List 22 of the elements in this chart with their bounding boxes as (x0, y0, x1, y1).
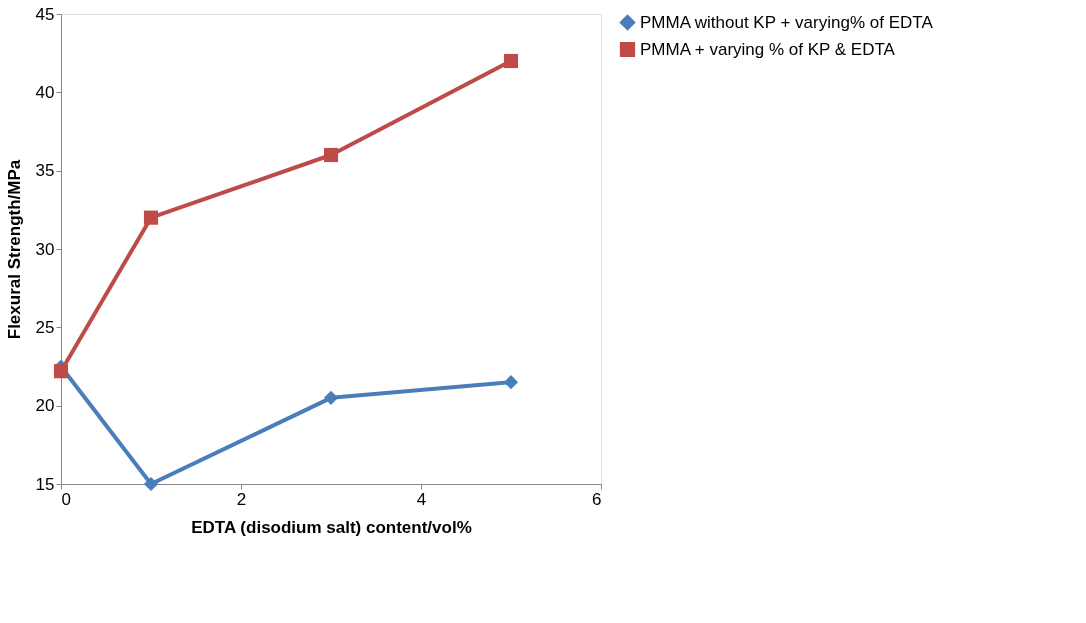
point (503, 53, 519, 69)
point (323, 390, 339, 405)
y-tick-label: 15 (35, 474, 55, 494)
point (143, 476, 159, 492)
y-tick-label: 45 (35, 4, 55, 24)
x-tick-label: 2 (236, 489, 247, 509)
y-tick-label: 40 (35, 82, 55, 102)
x-tick-label: 0 (61, 489, 71, 509)
point (53, 364, 69, 379)
y-tick-label: 20 (35, 396, 55, 416)
y-axis-title: Flexural Strength/MPa (4, 159, 24, 340)
y-tick-label: 30 (35, 239, 55, 259)
point (143, 210, 159, 225)
x-axis-title: EDTA (disodium salt) content/vol% (191, 517, 472, 537)
legend-label: PMMA without KP + varying% of EDTA (640, 12, 934, 32)
x-tick-label: 4 (416, 489, 427, 509)
y-tick-label: 25 (35, 317, 55, 337)
legend-label: PMMA + varying % of KP & EDTA (640, 39, 896, 59)
y-tick-label: 35 (35, 161, 55, 181)
point (323, 147, 339, 163)
point (503, 375, 519, 390)
x-tick-label: 6 (592, 489, 602, 509)
